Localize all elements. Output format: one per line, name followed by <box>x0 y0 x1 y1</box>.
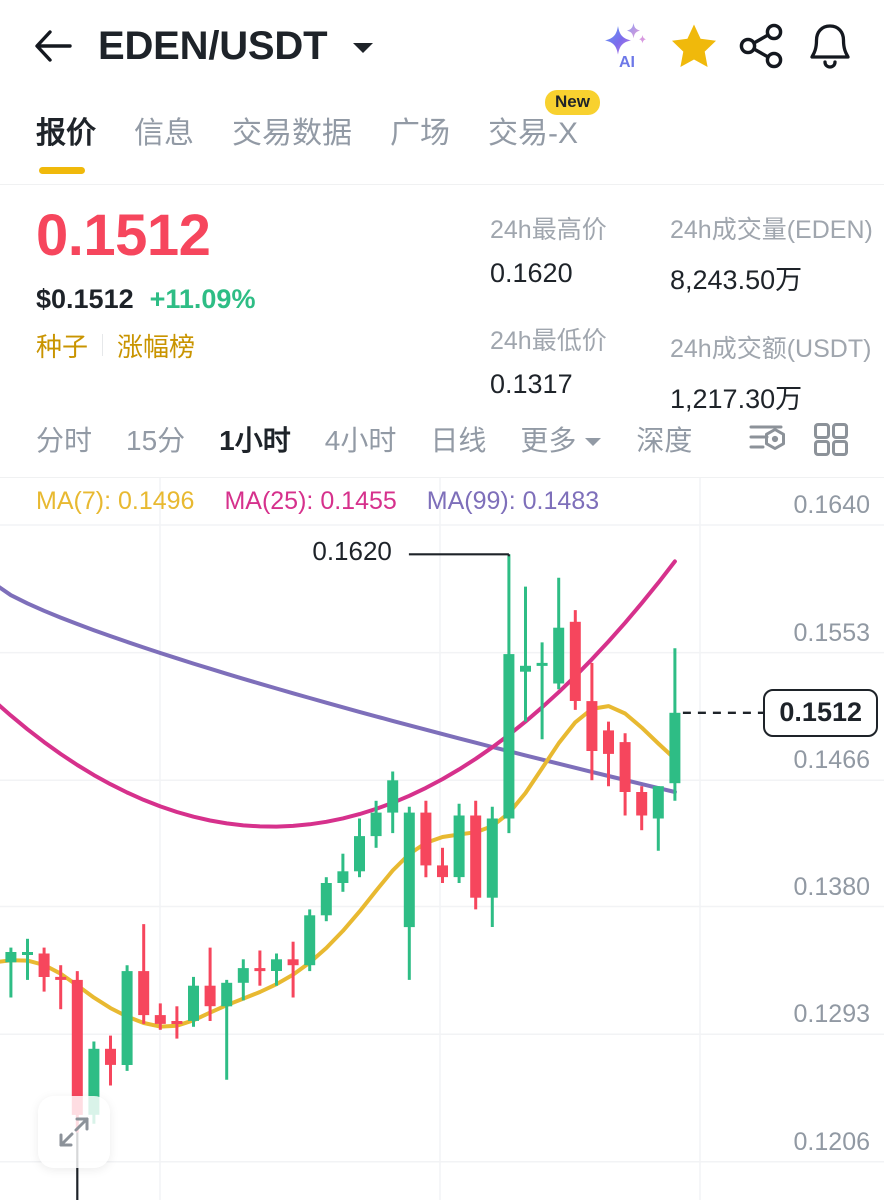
tab-label: 报价 <box>36 117 96 150</box>
axis-label: 0.1380 <box>793 872 870 901</box>
ma99-name: MA(99) <box>426 487 509 515</box>
stats-column-price: 24h最高价 0.1620 24h最低价 0.1317 <box>490 210 670 416</box>
stat-value: 8,243.50万 <box>670 265 803 295</box>
stat-low: 24h最低价 0.1317 <box>490 321 670 400</box>
ma-legend: MA(7): 0.1496 MA(25): 0.1455 MA(99): 0.1… <box>36 487 629 516</box>
tab-quotes[interactable]: 报价 <box>36 108 96 174</box>
timeframe-4h[interactable]: 4小时 <box>324 424 397 456</box>
tab-trade-data[interactable]: 交易数据 <box>232 108 352 158</box>
axis-label: 0.1293 <box>793 1000 870 1029</box>
price-change-percent: +11.09% <box>149 283 256 314</box>
tab-label: 交易数据 <box>232 117 352 150</box>
pair-label: EDEN/USDT <box>98 23 328 68</box>
indicator-settings-icon <box>749 425 785 450</box>
section-tabs: 报价 信息 交易数据 广场 交易-X New <box>0 90 884 185</box>
stat-label: 24h成交额(USDT) <box>670 335 872 363</box>
timeframe-1d[interactable]: 日线 <box>430 424 487 456</box>
stat-volume-quote: 24h成交额(USDT) 1,217.30万 <box>670 329 884 416</box>
axis-label: 0.1466 <box>793 746 870 775</box>
ma25-legend[interactable]: MA(25): 0.1455 <box>224 487 397 515</box>
stat-label: 24h最高价 <box>490 216 607 244</box>
price-subrow: $0.1512 +11.09% <box>36 284 255 315</box>
tab-label: 信息 <box>134 117 194 150</box>
back-arrow-icon <box>35 30 72 62</box>
expand-fullscreen-icon <box>59 1117 89 1147</box>
tag-row: 种子 涨幅榜 <box>36 327 255 364</box>
timeframe-more[interactable]: 更多 <box>520 419 602 459</box>
usd-price: $0.1512 <box>36 283 134 314</box>
stats-column-volume: 24h成交量(EDEN) 8,243.50万 24h成交额(USDT) 1,21… <box>670 210 884 416</box>
chevron-down-icon <box>352 41 374 55</box>
chart-canvas <box>0 478 884 1200</box>
ma7-legend[interactable]: MA(7): 0.1496 <box>36 487 195 515</box>
axis-label: 0.1640 <box>793 490 870 519</box>
current-price-tag: 0.1512 <box>763 688 878 737</box>
ma99-legend[interactable]: MA(99): 0.1483 <box>426 487 600 515</box>
axis-label: 0.1553 <box>793 618 870 647</box>
stat-high: 24h最高价 0.1620 <box>490 210 670 289</box>
indicator-settings-button[interactable] <box>740 412 794 466</box>
ma99-value: 0.1483 <box>522 487 600 515</box>
favorite-button[interactable] <box>666 18 722 74</box>
ma25-name: MA(25) <box>224 487 307 515</box>
chart-layout-button[interactable] <box>804 412 858 466</box>
last-price: 0.1512 <box>36 203 211 268</box>
svg-text:AI: AI <box>619 54 635 71</box>
ai-assistant-button[interactable]: AI <box>598 18 654 74</box>
candlestick-chart[interactable]: BINANCE <box>0 478 884 1200</box>
page-title[interactable]: EDEN/USDT <box>98 24 374 69</box>
depth-view-button[interactable]: 深度 <box>636 424 693 456</box>
ma7-name: MA(7) <box>36 487 105 515</box>
ma25-value: 0.1455 <box>320 487 397 515</box>
timeframe-bar: 分时 15分 1小时 4小时 日线 更多 深度 <box>0 400 884 478</box>
tag-gainers[interactable]: 涨幅榜 <box>117 331 196 362</box>
tag-seed[interactable]: 种子 <box>36 331 89 362</box>
stat-value: 0.1317 <box>490 369 573 399</box>
grid-layout-icon <box>814 422 848 456</box>
notifications-button[interactable] <box>802 18 858 74</box>
stat-value: 0.1620 <box>490 258 573 288</box>
chevron-down-icon <box>584 423 602 455</box>
share-button[interactable] <box>734 18 790 74</box>
price-summary: 0.1512 $0.1512 +11.09% 种子 涨幅榜 24h最高价 0.1… <box>0 186 884 414</box>
stat-label: 24h成交量(EDEN) <box>670 216 873 244</box>
tab-square[interactable]: 广场 <box>390 108 450 158</box>
timeframe-minute[interactable]: 分时 <box>36 424 93 456</box>
axis-label: 0.1206 <box>793 1127 870 1156</box>
stat-value: 1,217.30万 <box>670 384 803 414</box>
bell-icon <box>810 24 850 69</box>
ma7-value: 0.1496 <box>117 487 195 515</box>
star-icon <box>672 24 716 67</box>
tab-trade-x[interactable]: 交易-X New <box>488 90 600 158</box>
timeframe-1h[interactable]: 1小时 <box>219 424 291 456</box>
fullscreen-chart-button[interactable] <box>38 1096 110 1168</box>
ai-sparkle-icon: AI <box>605 23 646 71</box>
tag-separator <box>102 334 104 357</box>
period-high-marker: 0.1620 <box>312 536 392 567</box>
stat-label: 24h最低价 <box>490 327 607 355</box>
share-icon <box>739 23 783 69</box>
market-stats: 24h最高价 0.1620 24h最低价 0.1317 24h成交量(EDEN)… <box>490 210 884 416</box>
timeframe-more-label: 更多 <box>520 424 577 456</box>
timeframe-15m[interactable]: 15分 <box>126 424 186 456</box>
tab-label: 广场 <box>390 117 450 150</box>
tab-info[interactable]: 信息 <box>134 108 194 158</box>
stat-volume-base: 24h成交量(EDEN) 8,243.50万 <box>670 210 884 297</box>
price-block: 0.1512 $0.1512 +11.09% 种子 涨幅榜 <box>36 204 255 364</box>
back-button[interactable] <box>30 23 76 69</box>
app-header: EDEN/USDT AI <box>0 0 884 92</box>
tab-label: 交易-X <box>488 117 578 150</box>
new-badge: New <box>545 90 600 115</box>
